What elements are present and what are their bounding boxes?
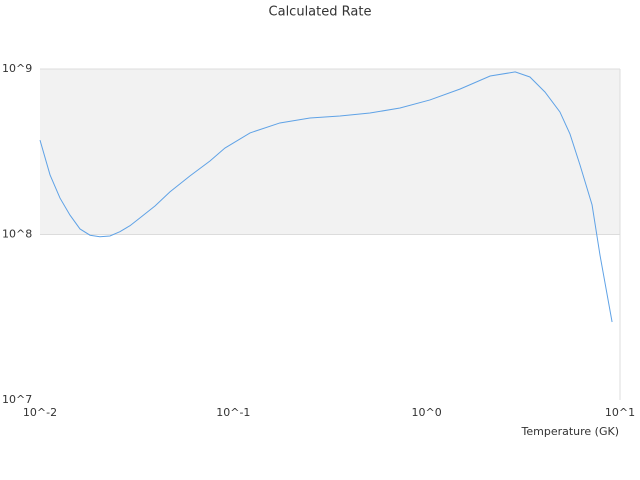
y-tick-label: 10^8: [2, 228, 32, 241]
grid-band: [40, 69, 620, 235]
x-tick-label: 10^1: [605, 406, 635, 419]
x-axis-label: Temperature (GK): [521, 425, 620, 438]
y-tick-label: 10^7: [2, 393, 32, 406]
chart-title: Calculated Rate: [269, 5, 372, 20]
x-tick-label: 10^-1: [216, 406, 250, 419]
data-line: [39, 71, 613, 323]
y-tick-label: 10^9: [2, 62, 32, 75]
x-tick-label: 10^0: [412, 406, 442, 419]
x-tick-label: 10^-2: [23, 406, 57, 419]
